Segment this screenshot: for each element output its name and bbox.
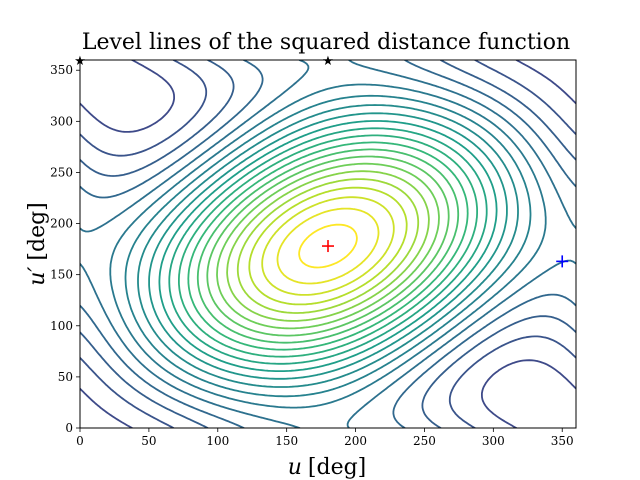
y-axis-unit: [deg] [25, 202, 50, 260]
y-tick-label: 350 [50, 63, 73, 77]
plus-marker [556, 255, 569, 268]
x-axis-label: u [deg] [288, 455, 367, 480]
chart-title: Level lines of the squared distance func… [82, 30, 570, 55]
contour-level [148, 112, 508, 380]
contour-level [261, 196, 395, 296]
x-axis-variable: u [288, 455, 302, 480]
x-tick-label: 350 [551, 434, 574, 448]
contour-level [236, 178, 420, 314]
y-tick-label: 250 [50, 165, 73, 179]
y-axis-variable: u′ [25, 267, 50, 286]
contour-level [187, 141, 469, 351]
contour-level [168, 127, 488, 365]
x-tick-label: 150 [275, 434, 298, 448]
contour-level [226, 170, 430, 322]
contour-level [298, 223, 358, 269]
contour-level [80, 60, 576, 428]
x-tick-label: 250 [413, 434, 436, 448]
y-tick-label: 200 [50, 217, 73, 231]
x-axis-unit: [deg] [308, 455, 366, 480]
x-tick-label: 0 [76, 434, 84, 448]
x-tick-label: 200 [344, 434, 367, 448]
x-axis-ticks: 0 50 100 150 200 250 300 350 [76, 428, 574, 448]
x-tick-label: 100 [206, 434, 229, 448]
contour-level [124, 94, 532, 398]
y-tick-label: 100 [50, 319, 73, 333]
y-axis-label: u′ [deg] [25, 202, 50, 286]
plus-marker [322, 240, 334, 253]
contour-level [80, 60, 576, 428]
contour-level [137, 104, 519, 388]
contour-level [158, 120, 498, 372]
x-tick-label: 300 [482, 434, 505, 448]
y-tick-label: 300 [50, 114, 73, 128]
contour-level [178, 134, 478, 358]
plot-frame [79, 59, 577, 429]
contour-level [109, 83, 547, 409]
contour-level [206, 155, 450, 337]
y-axis-ticks: 0 50 100 150 200 250 300 350 [50, 63, 80, 435]
contour-level [276, 207, 380, 285]
y-tick-label: 150 [50, 268, 73, 282]
contour-level [80, 60, 576, 428]
y-tick-label: 50 [58, 370, 73, 384]
contour-level [248, 186, 408, 306]
y-tick-label: 0 [65, 421, 73, 435]
contour-level [80, 60, 576, 428]
contour-lines [80, 60, 576, 428]
contour-level [216, 162, 440, 330]
contour-level [196, 148, 460, 344]
star-marker: ★ [322, 54, 334, 69]
x-tick-label: 50 [141, 434, 156, 448]
